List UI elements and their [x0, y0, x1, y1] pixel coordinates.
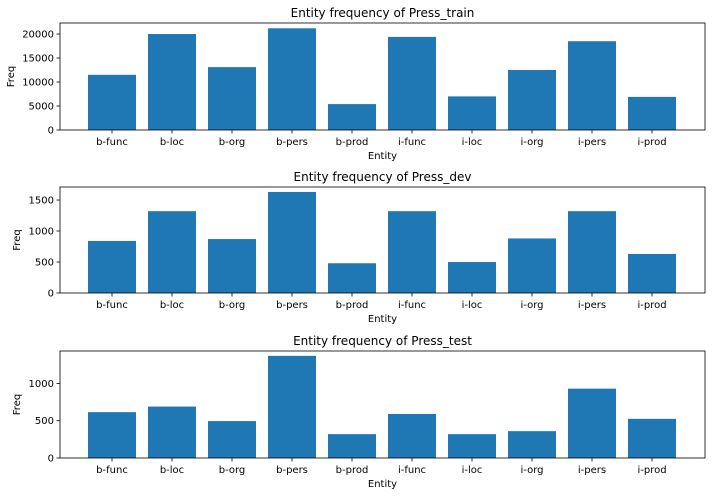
x-axis-label: Entity	[368, 314, 397, 325]
bar-b-pers	[268, 191, 316, 293]
bar-b-loc	[148, 406, 196, 458]
bar-i-org	[508, 238, 556, 293]
bar-b-org	[208, 67, 256, 130]
plot-frame	[59, 350, 706, 459]
x-tick-label: i-org	[521, 300, 544, 311]
x-tick-label: b-prod	[336, 465, 369, 476]
bar-b-prod	[328, 104, 376, 130]
bar-b-org	[208, 421, 256, 458]
x-tick-label: i-prod	[637, 300, 666, 311]
bar-i-pers	[568, 388, 616, 458]
x-tick-label: b-pers	[276, 137, 308, 148]
bar-i-prod	[628, 418, 676, 458]
y-tick-label: 5000	[29, 102, 54, 113]
x-tick-label: b-func	[96, 137, 128, 148]
y-tick-label: 500	[35, 416, 54, 427]
y-tick-label: 1000	[29, 379, 54, 390]
x-tick-label: b-org	[219, 465, 246, 476]
y-tick-label: 10000	[22, 78, 54, 89]
x-tick-label: b-loc	[160, 300, 184, 311]
x-tick-label: i-prod	[637, 465, 666, 476]
y-tick-label: 0	[48, 454, 54, 465]
bar-b-func	[88, 240, 136, 293]
x-tick-label: b-func	[96, 300, 128, 311]
plot-frame	[59, 186, 706, 294]
bar-b-prod	[328, 263, 376, 293]
x-tick-label: i-org	[521, 137, 544, 148]
chart-title: Entity frequency of Press_test	[293, 334, 472, 348]
subplot-1: b-func b-loc b-org b-pers b-prod i-func i-loc i…	[6, 6, 706, 162]
bar-i-loc	[448, 434, 496, 458]
bar-i-loc	[448, 96, 496, 130]
bar-b-org	[208, 239, 256, 293]
y-tick-label: 1000	[29, 227, 54, 238]
x-tick-label: i-loc	[462, 465, 483, 476]
bar-i-loc	[448, 262, 496, 293]
bar-i-func	[388, 36, 436, 130]
y-axis-label: Freq	[12, 229, 23, 250]
bar-b-pers	[268, 28, 316, 131]
bar-b-func	[88, 412, 136, 458]
y-tick-label: 0	[48, 126, 54, 137]
y-axis-label: Freq	[6, 66, 17, 87]
bar-i-org	[508, 70, 556, 130]
x-axis-label: Entity	[368, 151, 397, 162]
y-tick-label: 20000	[22, 30, 54, 41]
x-tick-label: b-loc	[160, 465, 184, 476]
chart-title: Entity frequency of Press_train	[291, 6, 475, 20]
x-tick-label: i-pers	[578, 300, 606, 311]
y-tick-label: 15000	[22, 54, 54, 65]
bar-i-func	[388, 211, 436, 293]
bar-i-func	[388, 414, 436, 458]
plot-frame	[59, 22, 706, 131]
x-tick-label: i-func	[398, 300, 426, 311]
x-tick-label: i-func	[398, 137, 426, 148]
x-tick-label: b-func	[96, 465, 128, 476]
x-tick-label: i-loc	[462, 300, 483, 311]
bar-b-func	[88, 74, 136, 130]
x-tick-label: i-pers	[578, 465, 606, 476]
bar-i-pers	[568, 41, 616, 131]
bar-i-prod	[628, 96, 676, 130]
x-tick-label: i-org	[521, 465, 544, 476]
bar-b-prod	[328, 434, 376, 458]
y-tick-label: 500	[35, 258, 54, 269]
subplot-2: b-func b-loc b-org b-pers b-prod i-func i-loc i…	[12, 170, 706, 325]
x-tick-label: b-pers	[276, 300, 308, 311]
chart-title: Entity frequency of Press_dev	[294, 170, 472, 184]
bar-b-loc	[148, 34, 196, 130]
y-axis-label: Freq	[12, 394, 23, 415]
x-tick-label: b-loc	[160, 137, 184, 148]
bar-b-pers	[268, 355, 316, 458]
x-tick-label: b-org	[219, 137, 246, 148]
x-tick-label: i-func	[398, 465, 426, 476]
bar-i-pers	[568, 211, 616, 293]
x-tick-label: b-org	[219, 300, 246, 311]
y-tick-label: 0	[48, 289, 54, 300]
y-tick-label: 1500	[29, 196, 54, 207]
x-tick-label: b-pers	[276, 465, 308, 476]
bar-b-loc	[148, 211, 196, 293]
x-tick-label: i-loc	[462, 137, 483, 148]
bar-i-org	[508, 431, 556, 458]
x-tick-label: b-prod	[336, 300, 369, 311]
x-tick-label: i-prod	[637, 137, 666, 148]
x-axis-label: Entity	[368, 479, 397, 490]
x-tick-label: b-prod	[336, 137, 369, 148]
x-tick-label: i-pers	[578, 137, 606, 148]
bar-i-prod	[628, 253, 676, 293]
subplot-3: b-func b-loc b-org b-pers b-prod i-func i-loc i…	[12, 334, 706, 490]
